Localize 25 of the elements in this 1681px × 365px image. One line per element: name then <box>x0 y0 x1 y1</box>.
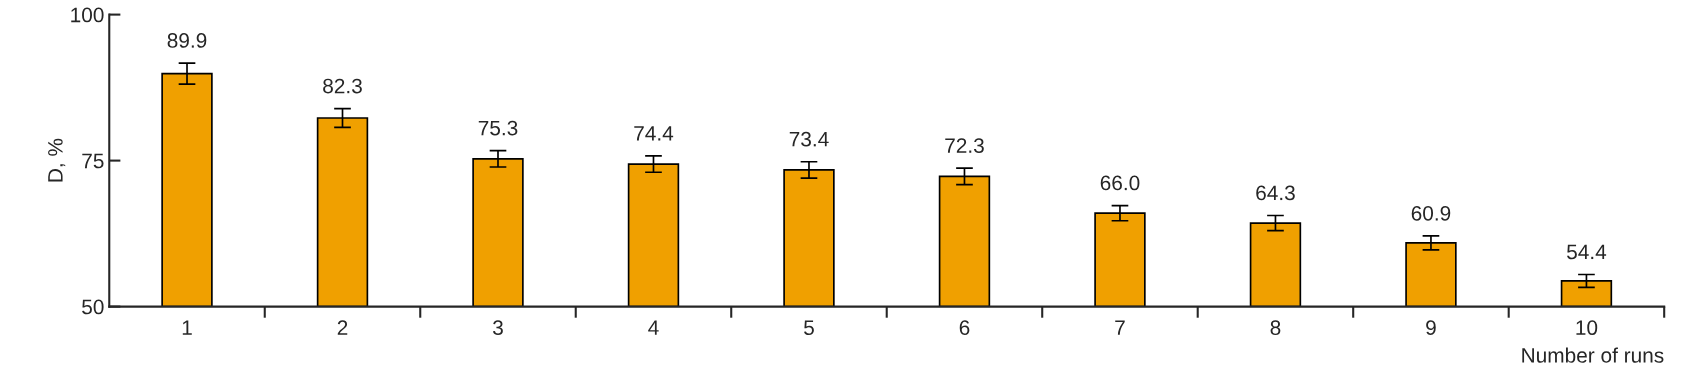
x-tick-label: 8 <box>1270 320 1281 336</box>
x-tick-label: 1 <box>182 320 192 335</box>
y-axis-title: D, % <box>48 138 66 182</box>
y-tick-label: 100 <box>71 7 104 23</box>
data-label: 54.4 <box>1567 244 1607 260</box>
data-label: 64.3 <box>1256 185 1295 201</box>
x-tick-label: 7 <box>1115 320 1125 335</box>
x-tick-label: 5 <box>804 320 814 336</box>
y-tick-label: 75 <box>82 153 104 169</box>
data-label: 89.9 <box>167 33 207 48</box>
x-tick-label: 2 <box>337 320 348 335</box>
data-label: 72.3 <box>945 138 984 153</box>
data-label: 73.4 <box>789 131 829 147</box>
x-tick-label: 3 <box>493 320 503 336</box>
data-label: 75.3 <box>478 120 518 136</box>
data-label: 60.9 <box>1411 205 1451 221</box>
x-axis-title: Number of runs <box>1522 347 1664 363</box>
x-tick-label: 6 <box>959 320 970 336</box>
data-label: 66.0 <box>1100 175 1140 191</box>
data-label: 74.4 <box>634 126 674 141</box>
y-tick-label: 50 <box>82 299 104 315</box>
x-tick-label: 4 <box>648 320 659 335</box>
x-tick-label: 10 <box>1576 320 1598 336</box>
x-tick-label: 9 <box>1426 320 1436 336</box>
data-label: 82.3 <box>323 78 362 94</box>
